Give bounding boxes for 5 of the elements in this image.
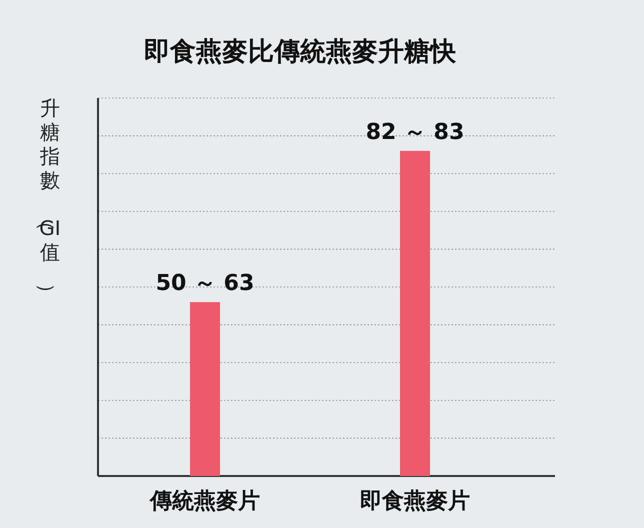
data-label: 82 ～ 83 xyxy=(366,120,464,145)
x-tick-label: 傳統燕麥片 xyxy=(149,489,260,514)
x-tick-label: 即食燕麥片 xyxy=(360,489,470,514)
chart-title: 即食燕麥比傳統燕麥升糖快 xyxy=(144,37,457,67)
data-label: 50 ～ 63 xyxy=(156,271,254,296)
